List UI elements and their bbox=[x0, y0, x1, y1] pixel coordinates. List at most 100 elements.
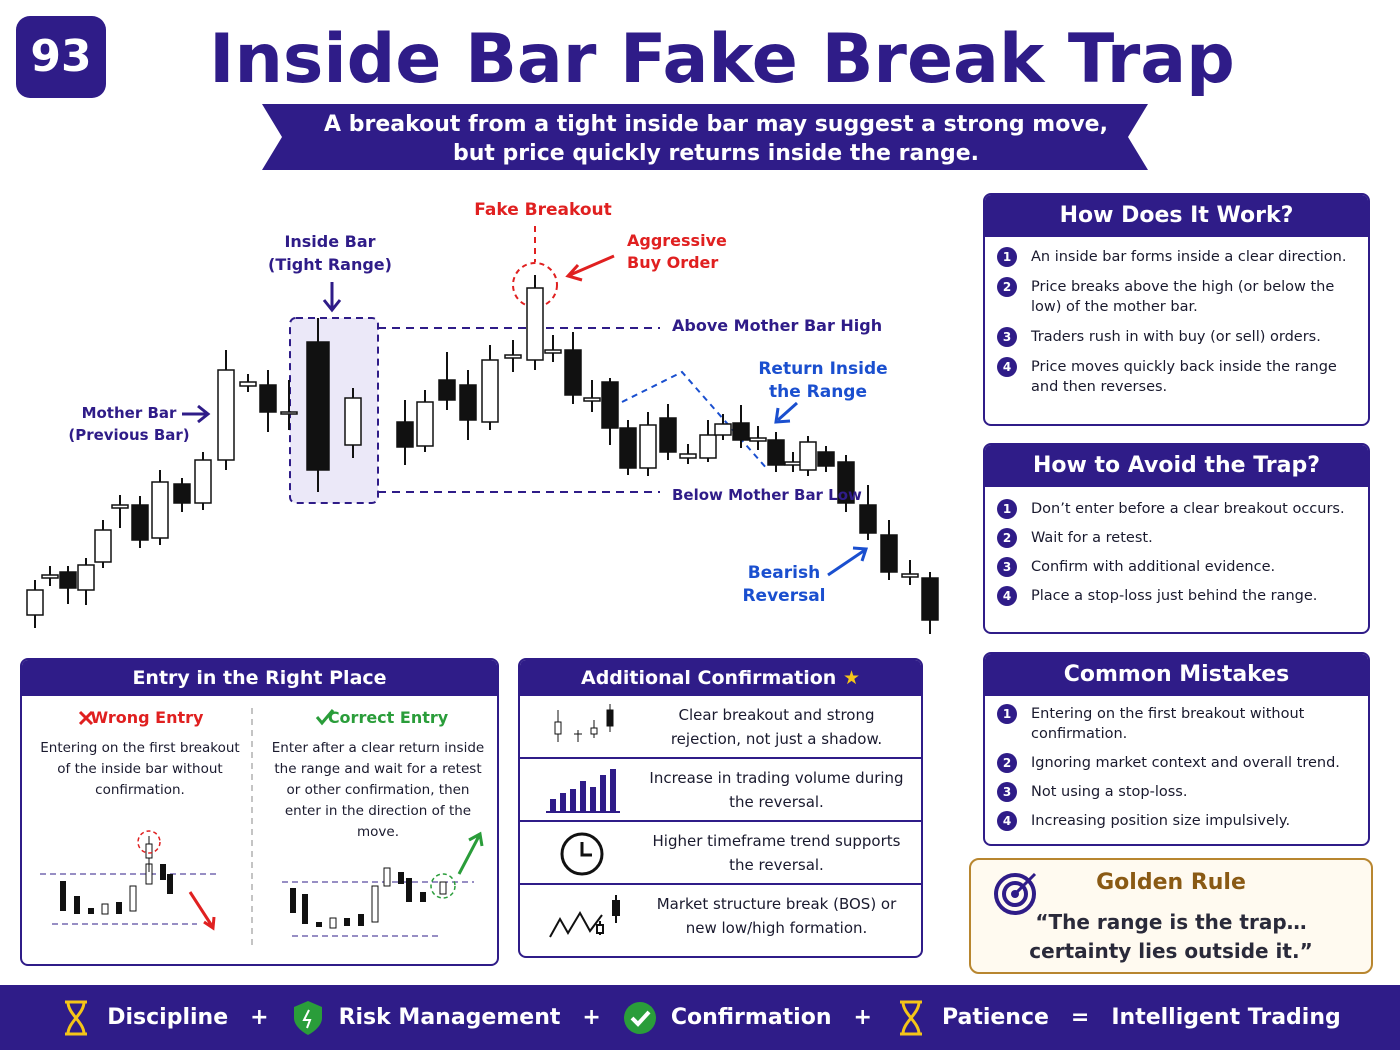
breakout-circle bbox=[512, 262, 558, 308]
candle bbox=[111, 504, 129, 509]
footer-icon bbox=[623, 1001, 656, 1034]
item-text: Not using a stop-loss. bbox=[1031, 784, 1188, 800]
arrows bbox=[182, 254, 869, 577]
item-text: Don’t enter before a clear breakout occu… bbox=[1031, 501, 1345, 517]
golden-panel: Golden Rule “The range is the trap… certa… bbox=[969, 858, 1373, 974]
candle bbox=[416, 401, 434, 447]
panel-title: Common Mistakes bbox=[985, 654, 1368, 696]
confirmation-panel: Additional Confirmation ★ Clear breakout… bbox=[518, 658, 923, 958]
entry-panel: Entry in the Right Place Wrong Entry Ent… bbox=[20, 658, 499, 966]
candles bbox=[26, 275, 939, 634]
star-icon: ★ bbox=[842, 667, 860, 689]
row-icon bbox=[560, 832, 604, 875]
candle bbox=[77, 564, 95, 591]
panel-title: Entry in the Right Place bbox=[22, 660, 497, 696]
item-text: An inside bar forms inside a clear direc… bbox=[1031, 249, 1347, 265]
item-text: Ignoring market context and overall tren… bbox=[1031, 755, 1340, 771]
row-icon bbox=[554, 703, 614, 742]
candle bbox=[659, 417, 677, 453]
subtitle: A breakout from a tight inside bar may s… bbox=[324, 112, 1108, 137]
label: Mother Bar bbox=[82, 404, 177, 422]
candle bbox=[699, 434, 717, 459]
inside-bar-box bbox=[289, 317, 379, 504]
list-item: 4 Place a stop-loss just behind the range… bbox=[997, 586, 1356, 606]
footer-text: Discipline bbox=[107, 1005, 229, 1030]
candle bbox=[217, 369, 235, 461]
candle bbox=[679, 453, 697, 459]
badge: 93 bbox=[30, 31, 91, 82]
list-item: 1 Entering on the first breakout without … bbox=[997, 704, 1356, 744]
footer-text: + bbox=[582, 1005, 601, 1030]
target-icon bbox=[994, 872, 1037, 915]
item-number: 4 bbox=[997, 586, 1017, 606]
candle bbox=[59, 571, 77, 589]
list-item: 2 Price breaks above the high (or below t… bbox=[997, 277, 1356, 317]
candle bbox=[151, 481, 169, 539]
wrong-text: Entering on the first breakout of the in… bbox=[40, 740, 240, 798]
footer-bar bbox=[0, 985, 1400, 1050]
label: Reversal bbox=[742, 586, 825, 606]
label: Bearish bbox=[748, 563, 820, 583]
candle bbox=[438, 379, 456, 401]
wrong-label: Wrong Entry bbox=[90, 708, 204, 727]
candle bbox=[504, 354, 522, 359]
candle bbox=[837, 461, 855, 504]
candle bbox=[732, 422, 750, 441]
candle bbox=[306, 341, 330, 471]
panel-title: How Does It Work? bbox=[985, 195, 1368, 237]
quote-line: certainty lies outside it.” bbox=[1029, 939, 1313, 963]
panel-title: Additional Confirmation ★ bbox=[520, 660, 921, 696]
row-text: Market structure break (BOS) or new low/… bbox=[656, 894, 897, 937]
confirmation-row: Higher timeframe trend supports the reve… bbox=[520, 820, 921, 883]
candle bbox=[639, 424, 657, 469]
label: Inside Bar bbox=[284, 232, 375, 251]
candle bbox=[194, 459, 212, 504]
label: (Tight Range) bbox=[268, 255, 392, 274]
footer-icon bbox=[293, 1000, 322, 1035]
list: 1 An inside bar forms inside a clear dire… bbox=[985, 237, 1368, 397]
candle bbox=[749, 437, 767, 442]
item-text: Price breaks above the high (or below th… bbox=[1031, 279, 1335, 315]
row-text: Clear breakout and strong rejection, not… bbox=[670, 705, 883, 748]
title: Inside Bar Fake Break Trap bbox=[209, 20, 1235, 99]
candle bbox=[901, 573, 919, 578]
label: Aggressive bbox=[627, 231, 727, 250]
list-item: 2 Ignoring market context and overall tre… bbox=[997, 753, 1356, 773]
badge-box bbox=[16, 16, 106, 98]
panel-title: How to Avoid the Trap? bbox=[985, 445, 1368, 487]
candle bbox=[526, 287, 544, 361]
item-number: 1 bbox=[997, 499, 1017, 519]
footer-text: Risk Management bbox=[338, 1005, 561, 1030]
title-text: Additional Confirmation bbox=[581, 667, 837, 689]
footer-text: Intelligent Trading bbox=[1111, 1005, 1341, 1030]
candle bbox=[714, 423, 732, 436]
item-number: 1 bbox=[997, 704, 1017, 724]
item-number: 2 bbox=[997, 528, 1017, 548]
candle bbox=[817, 451, 835, 467]
list: Clear breakout and strong rejection, not… bbox=[520, 696, 921, 946]
footer-text: Patience bbox=[941, 1005, 1049, 1030]
footer-text: Confirmation bbox=[670, 1005, 832, 1030]
item-text: Price moves quickly back inside the rang… bbox=[1031, 359, 1337, 395]
item-text: Place a stop-loss just behind the range. bbox=[1031, 588, 1318, 604]
candle bbox=[921, 577, 939, 621]
correct-text: Enter after a clear return inside the ra… bbox=[271, 740, 485, 840]
candle bbox=[344, 397, 362, 446]
mini-correct bbox=[282, 831, 484, 937]
list-item: 3 Traders rush in with buy (or sell) orde… bbox=[997, 327, 1356, 347]
footer-text: = bbox=[1070, 1005, 1090, 1030]
candle bbox=[26, 589, 44, 616]
check-icon bbox=[315, 709, 335, 726]
quote-line: “The range is the trap… bbox=[1035, 910, 1307, 934]
golden-quote: “The range is the trap… certainty lies ou… bbox=[971, 908, 1371, 966]
label: (Previous Bar) bbox=[68, 426, 189, 444]
golden-title: Golden Rule bbox=[1096, 870, 1246, 895]
row-icon bbox=[549, 894, 620, 937]
item-number: 2 bbox=[997, 753, 1017, 773]
candle bbox=[619, 427, 637, 469]
list-item: 4 Price moves quickly back inside the ran… bbox=[997, 357, 1356, 397]
item-number: 3 bbox=[997, 782, 1017, 802]
item-number: 1 bbox=[997, 247, 1017, 267]
candle bbox=[544, 349, 562, 354]
